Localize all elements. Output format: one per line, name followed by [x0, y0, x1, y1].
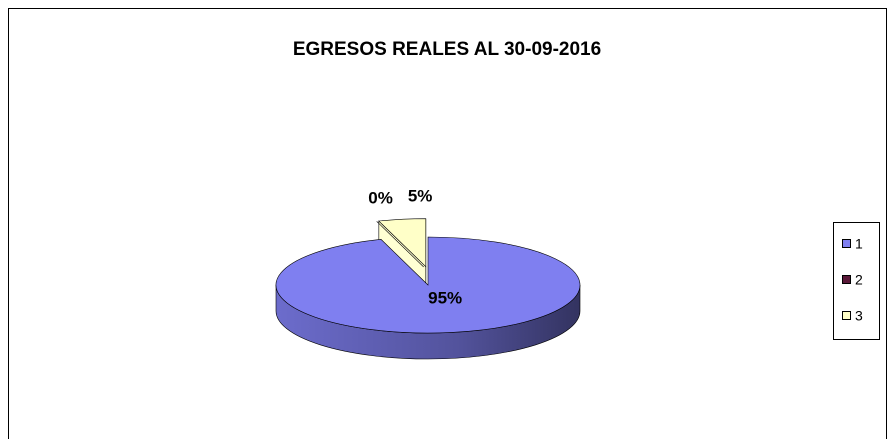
legend-label: 3: [855, 308, 863, 324]
data-label: 95%: [428, 289, 462, 308]
chart-title: EGRESOS REALES AL 30-09-2016: [293, 39, 601, 60]
legend-swatch: [842, 239, 851, 248]
chart-frame: [8, 8, 887, 439]
legend-label: 1: [855, 236, 863, 252]
slice-side-shade: [276, 285, 580, 359]
legend-box: [833, 222, 880, 340]
data-label: 5%: [408, 186, 433, 205]
legend-swatch: [842, 275, 851, 284]
legend-swatch: [842, 311, 851, 320]
slice: [378, 218, 427, 268]
slice: [275, 236, 581, 334]
data-label: 0%: [368, 189, 393, 208]
legend-label: 2: [855, 272, 863, 288]
